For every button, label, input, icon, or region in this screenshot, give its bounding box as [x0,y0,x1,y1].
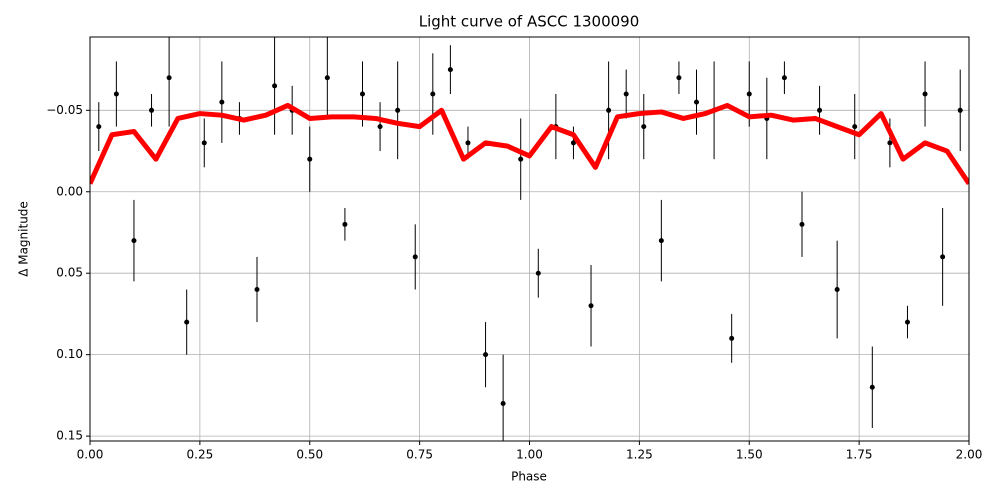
data-point [272,83,278,89]
data-point [324,75,330,81]
x-tick-label: 1.00 [516,448,543,462]
x-axis-label: Phase [511,470,547,484]
x-tick-label: 0.50 [296,448,323,462]
data-point [219,99,225,105]
data-point [904,319,910,325]
data-point [729,335,735,341]
data-point [746,91,752,97]
data-point [412,254,418,260]
data-point [588,303,594,309]
data-point [395,107,401,113]
data-point [201,140,207,146]
data-point [447,67,453,73]
data-point [922,91,928,97]
model-curve [90,102,969,186]
data-point [799,221,805,227]
plot-frame [89,36,970,442]
x-tick-label: 0.75 [406,448,433,462]
x-tick-label: 1.50 [736,448,763,462]
data-point [817,107,823,113]
y-tick-label: −0.05 [46,103,83,117]
data-point [869,384,875,390]
data-point [781,75,787,81]
data-point [658,238,664,244]
y-tick-label: 0.05 [56,266,83,280]
data-point [500,401,506,407]
data-point [166,75,172,81]
data-point [940,254,946,260]
data-point [430,91,436,97]
data-point [184,319,190,325]
data-point [852,124,858,130]
data-point [359,91,365,97]
y-tick-label: 0.15 [56,429,83,443]
data-point [96,124,102,130]
x-tick-label: 1.25 [626,448,653,462]
data-point [465,140,471,146]
x-tick-label: 0.25 [187,448,214,462]
data-point [377,124,383,130]
data-point [307,156,313,162]
y-tick-label: 0.00 [56,184,83,198]
data-point [254,287,260,292]
data-point [518,156,524,162]
data-point [641,124,647,130]
data-point [694,99,700,105]
y-axis-label: Δ Magnitude [17,201,31,277]
data-point [957,107,963,113]
x-tick-label: 2.00 [956,448,983,462]
data-point [131,238,137,244]
data-point [834,287,840,292]
data-point [623,91,629,97]
data-point [570,140,576,146]
data-point [887,140,893,146]
data-point [676,75,682,81]
data-point [483,352,489,358]
x-tick-label: 0.00 [77,448,104,462]
y-tick-label: 0.10 [56,347,83,361]
data-point [535,270,541,276]
data-point [342,221,348,227]
data-point [606,107,612,113]
data-point [149,107,155,113]
x-tick-label: 1.75 [846,448,873,462]
data-point [113,91,119,97]
chart-title: Light curve of ASCC 1300090 [419,13,640,31]
